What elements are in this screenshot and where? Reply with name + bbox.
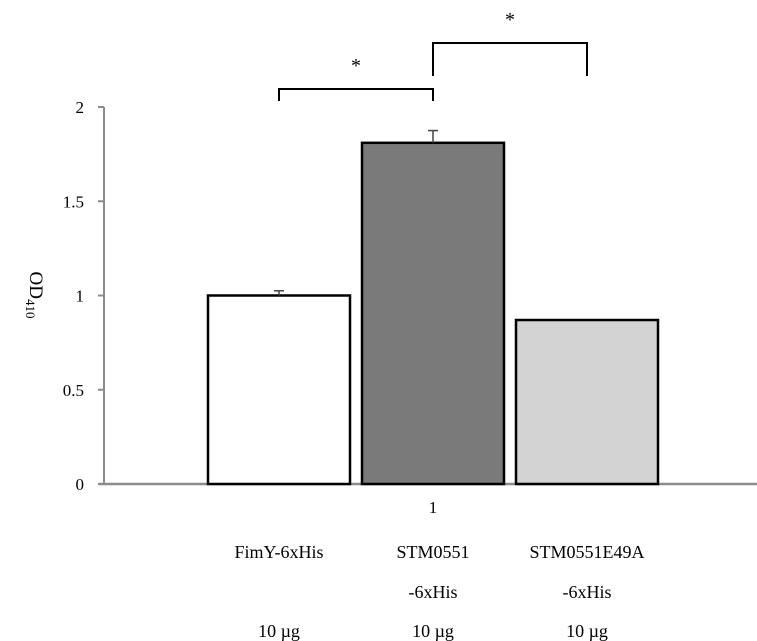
x-labels: 1 FimY-6xHis 10 µg STM0551 -6xHis 10 µg STM055… [234,498,644,641]
significance-brackets: ** [278,9,588,101]
x-category-label: 1 [429,498,438,517]
significance-bracket [432,42,588,76]
y-axis-title-sub: 410 [23,299,38,319]
bar-1 [206,294,352,486]
y-axis-title: OD410 [23,272,46,319]
bar-label-line: FimY-6xHis [234,542,323,562]
y-axis-title-main: OD [25,272,46,299]
significance-bracket [278,88,434,101]
bars [206,141,660,486]
y-ticks: 0 0.5 1 1.5 2 [63,98,104,494]
bar-label-line: 10 µg [566,621,608,641]
error-bars [274,129,438,296]
y-tick-label: 0 [76,475,85,494]
bar-3 [514,318,660,486]
bar-label-line: 10 µg [258,621,300,641]
bar-label-line: -6xHis [563,582,612,602]
bar-label-line: STM0551E49A [529,542,644,562]
bar-label-line: -6xHis [409,582,458,602]
bar-label-line: 10 µg [412,621,454,641]
y-tick-label: 2 [76,98,85,117]
y-tick-label: 1 [76,287,85,306]
y-tick-label: 0.5 [63,381,84,400]
significance-marker: * [505,9,515,31]
bar-label-line: STM0551 [396,542,469,562]
bar-2 [360,141,506,486]
significance-marker: * [351,55,361,77]
y-tick-label: 1.5 [63,192,84,211]
